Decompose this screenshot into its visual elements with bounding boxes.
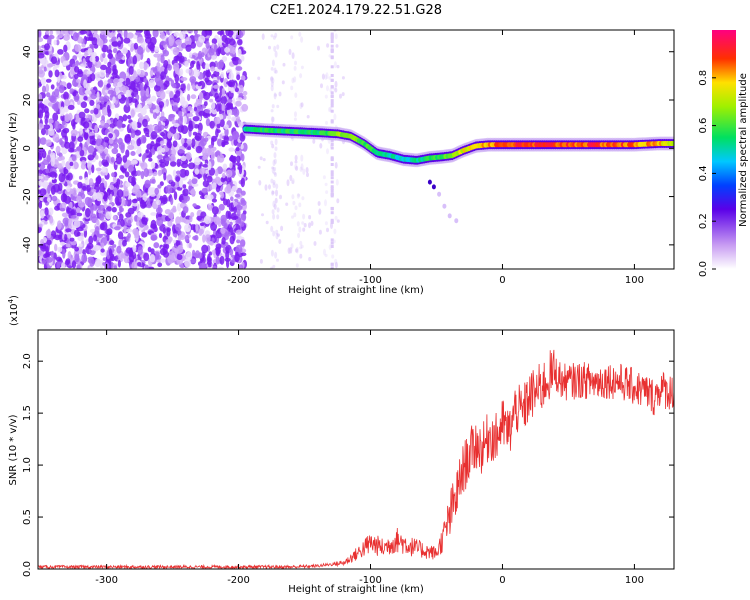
signal-ridge: [242, 122, 674, 224]
colorbar-tick-label: 0.4: [698, 165, 709, 181]
spectrogram-y-tick-label: -20: [22, 188, 33, 204]
spectrogram-frame: [37, 29, 675, 270]
figure-title: C2E1.2024.179.22.51.G28: [270, 3, 442, 18]
snr-y-tick-label: 1.5: [22, 405, 33, 421]
snr-x-axis: -300 -200 -100 0 100: [95, 330, 644, 586]
snr-y-tick-label: 1.0: [22, 457, 33, 473]
colorbar-tick-label: 0.2: [698, 213, 709, 229]
snr-y-tick-label: 0.5: [22, 509, 33, 525]
spectrogram-y-tick-label: 0: [22, 145, 33, 151]
snr-x-tick-label: -300: [95, 575, 118, 586]
snr-x-tick-label: -100: [359, 575, 382, 586]
snr-x-tick-label: 0: [499, 575, 505, 586]
spectrogram-y-label: Frequency (Hz): [8, 112, 19, 188]
spectrogram-x-tick-label: 100: [625, 275, 644, 286]
snr-y-label: SNR (10 * v/v): [8, 414, 19, 485]
spectrogram-y-axis: -40 -20 0 20 40: [22, 45, 674, 253]
colorbar-tick-label: 0.6: [698, 118, 709, 134]
snr-y-multiplier: (x104): [7, 295, 20, 326]
colorbar-ticks: 0.0 0.2 0.4 0.6 0.8: [698, 70, 716, 277]
colorbar-label: Normalized spectral amplitude: [738, 73, 749, 227]
spectrogram-y-tick-label: -40: [22, 237, 33, 253]
noise-region: [38, 30, 345, 269]
colorbar-tick-label: 0.0: [698, 261, 709, 277]
snr-frame: [37, 329, 675, 570]
colorbar: 0.0 0.2 0.4 0.6 0.8 Normalized spectral ampl…: [698, 30, 749, 277]
spectrogram-y-tick-label: 40: [22, 45, 33, 58]
snr-y-axis: 0.0 0.5 1.0 1.5 2.0: [22, 353, 674, 577]
spectrogram-x-tick-label: -200: [227, 275, 250, 286]
snr-panel: -300 -200 -100 0 100 0.0 0.5 1.0 1.5 2.0 Height …: [7, 295, 675, 595]
snr-x-tick-label: -200: [227, 575, 250, 586]
colorbar-tick-label: 0.8: [698, 70, 709, 86]
spectrogram-x-label: Height of straight line (km): [288, 285, 424, 296]
spectrogram-x-tick-label: 0: [499, 275, 505, 286]
colorbar-gradient: [712, 30, 736, 269]
snr-y-tick-label: 2.0: [22, 353, 33, 369]
snr-y-tick-label: 0.0: [22, 561, 33, 577]
spectrogram-x-tick-label: -300: [95, 275, 118, 286]
snr-x-tick-label: 100: [625, 575, 644, 586]
snr-series-line: [38, 349, 674, 569]
spectrogram-y-tick-label: 20: [22, 94, 33, 107]
spectrogram-x-tick-label: -100: [359, 275, 382, 286]
snr-x-label: Height of straight line (km): [288, 584, 424, 595]
spectrogram-x-axis: -300 -200 -100 0 100: [95, 30, 644, 286]
